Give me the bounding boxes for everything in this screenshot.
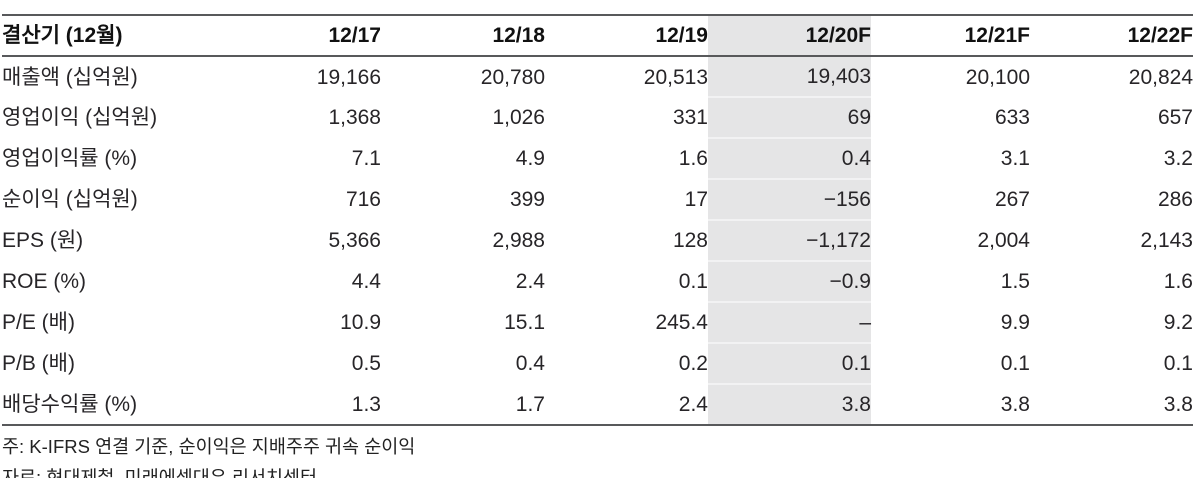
table-cell: 245.4 <box>655 311 708 334</box>
table-cell: 633 <box>994 106 1030 129</box>
row-label: P/B (배) <box>2 352 75 375</box>
table-cell: 399 <box>509 188 545 211</box>
table-cell: 20,824 <box>1128 65 1193 89</box>
table-cell: 0.5 <box>351 352 381 375</box>
column-header-12-19: 12/19 <box>545 15 708 57</box>
table-row-pe: P/E (배) 10.9 15.1 245.4 – 9.9 9.2 <box>2 302 1193 344</box>
table-row-operating-margin: 영업이익률 (%) 7.1 4.9 1.6 0.4 3.1 3.2 <box>2 138 1193 180</box>
table-cell: 2,143 <box>1140 229 1193 252</box>
table-cell: 267 <box>994 188 1030 211</box>
note-text: 주: K-IFRS 연결 기준, 순이익은 지배주주 귀속 순이익 <box>2 436 416 457</box>
table-cell: 0.1 <box>678 270 708 293</box>
table-cell: 331 <box>672 106 708 129</box>
table-cell-highlighted: 3.8 <box>708 384 871 425</box>
table-cell-highlighted: 0.1 <box>708 343 871 385</box>
table-cell: 20,100 <box>965 65 1030 89</box>
table-cell: 1.6 <box>1163 270 1193 293</box>
table-cell: 657 <box>1157 106 1193 129</box>
row-label: 매출액 (십억원) <box>2 65 138 89</box>
table-cell: 1,026 <box>492 106 545 129</box>
column-header-12-17: 12/17 <box>218 15 381 57</box>
table-cell: 3.8 <box>1163 392 1193 416</box>
table-row-net-profit: 순이익 (십억원) 716 399 17 −156 267 286 <box>2 179 1193 221</box>
table-cell: 4.4 <box>351 270 381 293</box>
row-label: 영업이익률 (%) <box>2 147 138 170</box>
table-row-revenue: 매출액 (십억원) 19,166 20,780 20,513 19,403 20… <box>2 56 1193 98</box>
table-cell: 0.4 <box>515 352 545 375</box>
table-row-operating-profit: 영업이익 (십억원) 1,368 1,026 331 69 633 657 <box>2 97 1193 139</box>
row-label: 배당수익률 (%) <box>2 392 138 416</box>
table-cell: 15.1 <box>504 311 545 334</box>
table-cell: 3.2 <box>1163 147 1193 170</box>
table-cell-highlighted: −1,172 <box>708 220 871 262</box>
table-cell: 3.1 <box>1000 147 1030 170</box>
table-row-pb: P/B (배) 0.5 0.4 0.2 0.1 0.1 0.1 <box>2 343 1193 385</box>
table-cell: 1.6 <box>678 147 708 170</box>
table-cell: 1.7 <box>515 392 545 416</box>
table-cell-highlighted: −156 <box>708 179 871 221</box>
table-cell-highlighted: −0.9 <box>708 261 871 303</box>
column-header-12-18: 12/18 <box>381 15 545 57</box>
table-cell: 0.2 <box>678 352 708 375</box>
column-header-12-20f: 12/20F <box>708 15 871 57</box>
table-cell-highlighted: 19,403 <box>708 56 871 98</box>
table-cell: 10.9 <box>340 311 381 334</box>
table-cell: 20,513 <box>643 65 708 89</box>
table-cell: 17 <box>684 188 708 211</box>
row-label: P/E (배) <box>2 311 75 334</box>
financial-summary-table: 결산기 (12월) 12/17 12/18 12/19 12/20F 12/21… <box>2 14 1193 426</box>
table-row-eps: EPS (원) 5,366 2,988 128 −1,172 2,004 2,1… <box>2 220 1193 262</box>
table-cell: 3.8 <box>1000 392 1030 416</box>
table-cell: 20,780 <box>480 65 545 89</box>
table-cell: 0.1 <box>1163 352 1193 375</box>
table-cell-highlighted: 69 <box>708 97 871 139</box>
table-cell: 4.9 <box>515 147 545 170</box>
table-cell: 5,366 <box>328 229 381 252</box>
column-header-12-21f: 12/21F <box>871 15 1030 57</box>
header-row: 결산기 (12월) 12/17 12/18 12/19 12/20F 12/21… <box>2 15 1193 57</box>
table-cell: 1,368 <box>328 106 381 129</box>
table-cell: 19,166 <box>316 65 381 89</box>
row-label: 순이익 (십억원) <box>2 188 138 211</box>
column-header-fiscal-period: 결산기 (12월) <box>2 15 218 57</box>
table-cell: 1.3 <box>351 392 381 416</box>
table-cell: 9.2 <box>1163 311 1193 334</box>
table-cell: 128 <box>672 229 708 252</box>
table-cell: 2.4 <box>678 392 708 416</box>
table-cell: 2.4 <box>515 270 545 293</box>
row-label: 영업이익 (십억원) <box>2 106 158 129</box>
table-cell: 2,988 <box>492 229 545 252</box>
column-header-12-22f: 12/22F <box>1030 15 1193 57</box>
table-cell: 1.5 <box>1000 270 1030 293</box>
table-cell: 716 <box>345 188 381 211</box>
table-cell-highlighted: – <box>708 302 871 344</box>
table-cell-highlighted: 0.4 <box>708 138 871 180</box>
table-footnotes: 주: K-IFRS 연결 기준, 순이익은 지배주주 귀속 순이익 자료: 현대… <box>2 431 1199 478</box>
table-cell: 286 <box>1157 188 1193 211</box>
table-cell: 7.1 <box>351 147 381 170</box>
table-row-roe: ROE (%) 4.4 2.4 0.1 −0.9 1.5 1.6 <box>2 261 1193 303</box>
table-cell: 9.9 <box>1000 311 1030 334</box>
table-row-dividend-yield: 배당수익률 (%) 1.3 1.7 2.4 3.8 3.8 3.8 <box>2 384 1193 425</box>
row-label: EPS (원) <box>2 229 84 252</box>
source-text: 자료: 현대제철, 미래에셋대우 리서치센터 <box>2 467 318 478</box>
table-cell: 2,004 <box>977 229 1030 252</box>
table-cell: 0.1 <box>1000 352 1030 375</box>
row-label: ROE (%) <box>2 270 86 293</box>
